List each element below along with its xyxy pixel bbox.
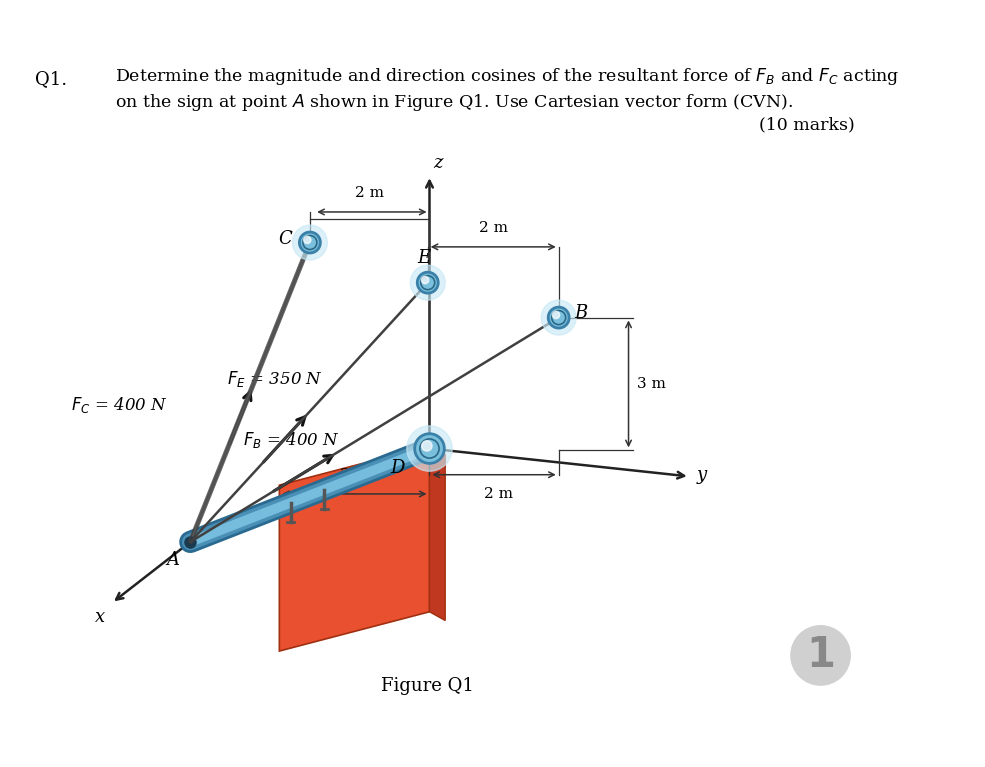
Text: 3 m: 3 m (637, 377, 666, 391)
Circle shape (415, 433, 444, 463)
Text: C: C (279, 230, 293, 248)
Circle shape (303, 236, 311, 244)
Text: 1: 1 (806, 634, 835, 676)
Text: z: z (433, 154, 442, 172)
Text: B: B (574, 304, 588, 322)
Text: on the sign at point $A$ shown in Figure Q1. Use Cartesian vector form (CVN).: on the sign at point $A$ shown in Figure… (115, 92, 794, 114)
Text: Determine the magnitude and direction cosines of the resultant force of $F_B$ an: Determine the magnitude and direction co… (115, 66, 899, 87)
Polygon shape (280, 446, 429, 651)
Circle shape (422, 441, 432, 451)
Text: y: y (696, 466, 707, 484)
Text: 2 m: 2 m (479, 221, 507, 235)
Text: 3 m: 3 m (340, 468, 368, 482)
Text: 2 m: 2 m (356, 186, 384, 199)
Polygon shape (429, 446, 445, 621)
Circle shape (418, 272, 438, 293)
Circle shape (407, 426, 452, 471)
Text: Q1.: Q1. (34, 71, 67, 88)
Circle shape (422, 276, 428, 284)
Circle shape (791, 626, 850, 685)
Text: x: x (95, 608, 104, 627)
Circle shape (411, 265, 445, 300)
Text: D: D (391, 459, 405, 477)
Text: (10 marks): (10 marks) (759, 117, 855, 133)
Text: $F_B$ = 400 N: $F_B$ = 400 N (242, 430, 339, 449)
Text: E: E (417, 249, 429, 267)
Text: 2 m: 2 m (484, 487, 513, 501)
Circle shape (549, 307, 569, 328)
Text: A: A (166, 551, 180, 568)
Text: Figure Q1: Figure Q1 (381, 677, 474, 695)
Text: $F_C$ = 400 N: $F_C$ = 400 N (71, 395, 167, 415)
Text: $F_E$ = 350 N: $F_E$ = 350 N (227, 369, 323, 389)
Circle shape (299, 232, 320, 253)
Circle shape (541, 300, 576, 335)
Circle shape (293, 225, 327, 260)
Circle shape (553, 311, 559, 318)
